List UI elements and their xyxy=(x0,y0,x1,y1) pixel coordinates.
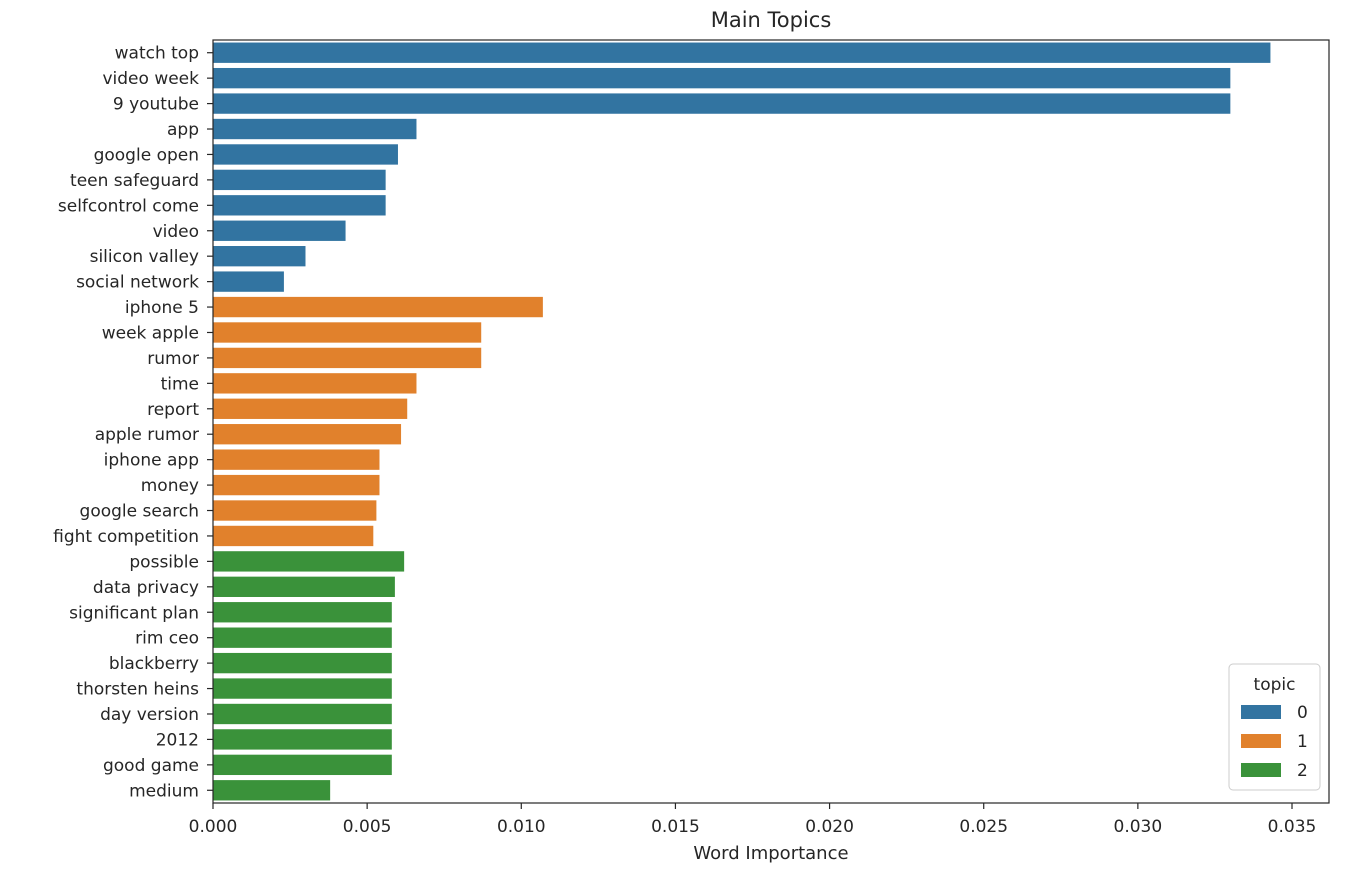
legend-label: 0 xyxy=(1297,703,1308,723)
legend-label: 1 xyxy=(1297,732,1308,752)
legend-swatch xyxy=(1241,734,1281,748)
y-tick-label: data privacy xyxy=(93,578,199,598)
bar-teen-safeguard xyxy=(213,169,386,191)
y-tick-label: 2012 xyxy=(156,730,199,750)
y-tick-label: rumor xyxy=(147,349,199,369)
bar-google-open xyxy=(213,144,398,165)
y-tick-label: day version xyxy=(100,705,199,725)
bar-selfcontrol-come xyxy=(213,195,386,216)
y-tick-label: fight competition xyxy=(53,527,199,547)
bar-thorsten-heins xyxy=(213,678,392,699)
y-tick-label: iphone 5 xyxy=(125,298,199,318)
x-tick-label: 0.015 xyxy=(651,817,700,837)
x-tick-label: 0.025 xyxy=(959,817,1008,837)
y-tick-label: report xyxy=(147,400,199,420)
x-tick-label: 0.030 xyxy=(1114,817,1163,837)
x-tick-label: 0.020 xyxy=(805,817,854,837)
y-tick-labels: watch top video week 9 youtube app google op… xyxy=(53,44,213,801)
bar-significant-plan xyxy=(213,602,392,623)
y-tick-label: time xyxy=(161,374,199,394)
bar-iphone-5 xyxy=(213,296,543,318)
y-tick-label: rim ceo xyxy=(135,629,199,649)
bar-social-network xyxy=(213,271,284,292)
plot-frame xyxy=(212,39,1330,804)
y-tick-label: iphone app xyxy=(104,451,199,471)
legend-swatch xyxy=(1241,705,1281,719)
bar-apple-rumor xyxy=(213,424,402,445)
bar-2012 xyxy=(213,729,392,750)
y-tick-label: good game xyxy=(103,756,199,776)
bar-money xyxy=(213,474,380,496)
bar-rim-ceo xyxy=(213,627,392,648)
y-tick-label: apple rumor xyxy=(95,425,199,445)
bar-watch-top xyxy=(213,42,1271,63)
bar-medium xyxy=(213,780,331,801)
bar-google-search xyxy=(213,500,377,521)
y-tick-label: significant plan xyxy=(69,603,199,623)
bar-day-version xyxy=(213,703,392,725)
bars-group xyxy=(213,42,1271,801)
legend-title: topic xyxy=(1254,675,1296,695)
x-tick-label: 0.000 xyxy=(189,817,238,837)
y-tick-label: app xyxy=(167,120,199,140)
y-tick-label: silicon valley xyxy=(90,247,199,267)
y-tick-label: video xyxy=(153,222,199,242)
y-tick-label: possible xyxy=(129,552,199,572)
y-tick-label: video week xyxy=(102,69,199,89)
y-tick-label: selfcontrol come xyxy=(58,196,199,216)
bar-video-week xyxy=(213,67,1231,89)
y-tick-label: watch top xyxy=(115,44,199,64)
y-tick-label: social network xyxy=(76,273,199,293)
bar-video xyxy=(213,220,346,241)
bar-iphone-app xyxy=(213,449,380,470)
y-tick-label: teen safeguard xyxy=(70,171,199,191)
bar-good-game xyxy=(213,754,392,776)
x-tick-label: 0.005 xyxy=(343,817,392,837)
legend-frame xyxy=(1228,663,1321,791)
bar-9-youtube xyxy=(213,93,1231,114)
x-axis-ticks: 0.000 0.005 0.010 0.015 0.020 0.025 0.030 0.035 xyxy=(189,803,1317,837)
y-tick-label: week apple xyxy=(102,323,199,343)
chart-title: Main Topics xyxy=(711,8,832,32)
y-tick-label: blackberry xyxy=(109,654,199,674)
bar-blackberry xyxy=(213,652,392,674)
y-tick-label: 9 youtube xyxy=(113,95,199,115)
y-tick-label: medium xyxy=(129,781,199,801)
y-tick-label: google search xyxy=(80,502,199,522)
y-tick-label: thorsten heins xyxy=(76,680,199,700)
y-tick-label: google open xyxy=(94,145,199,165)
bar-possible xyxy=(213,551,405,572)
x-tick-label: 0.035 xyxy=(1268,817,1317,837)
legend-swatch xyxy=(1241,763,1281,777)
bar-time xyxy=(213,373,417,394)
bar-silicon-valley xyxy=(213,246,306,267)
bar-week-apple xyxy=(213,322,482,343)
y-tick-label: money xyxy=(141,476,199,496)
bar-rumor xyxy=(213,347,482,369)
legend-label: 2 xyxy=(1297,761,1308,781)
x-axis-title: Word Importance xyxy=(693,843,848,864)
bar-app xyxy=(213,118,417,140)
bar-fight-competition xyxy=(213,525,374,547)
bar-report xyxy=(213,398,408,419)
x-tick-label: 0.010 xyxy=(497,817,546,837)
bar-data-privacy xyxy=(213,576,395,597)
